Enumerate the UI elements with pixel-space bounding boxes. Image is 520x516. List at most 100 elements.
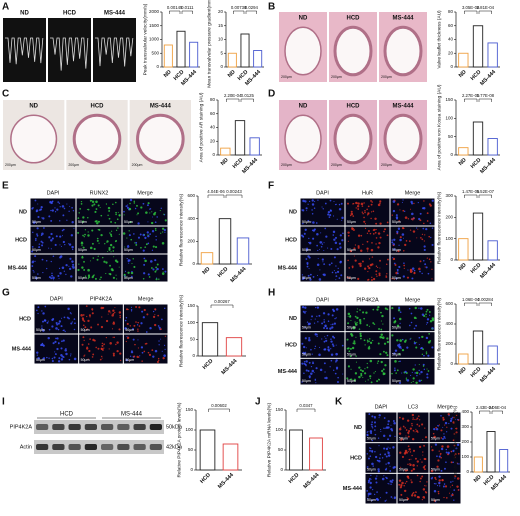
- fluorescence-signal: [59, 206, 61, 208]
- fluorescence-signal: [357, 246, 360, 249]
- fluorescence-signal: [384, 228, 387, 231]
- fluorescence-signal: [358, 366, 361, 369]
- fluorescence-signal: [325, 376, 328, 380]
- fluorescence-image: [30, 198, 76, 226]
- fluorescence-signal: [349, 214, 352, 217]
- fluorescence-signal: [155, 269, 157, 271]
- fluorescence-signal: [147, 221, 149, 223]
- fluorescence-signal: [433, 435, 436, 439]
- row-label: HCD: [350, 455, 362, 461]
- fluorescence-signal: [363, 216, 365, 219]
- fluorescence-signal: [424, 266, 426, 268]
- fluorescence-signal: [359, 309, 361, 311]
- fluorescence-signal: [147, 234, 149, 236]
- column-label: MS-444: [150, 104, 172, 110]
- fluorescence-signal: [148, 353, 152, 356]
- y-tick-label: 80: [448, 9, 454, 14]
- fluorescence-signal: [99, 207, 101, 209]
- fluorescence-signal: [448, 492, 451, 494]
- fluorescence-signal: [35, 239, 37, 241]
- fluorescence-signal: [410, 481, 413, 484]
- fluorescence-signal: [116, 349, 119, 353]
- fluorescence-signal: [416, 375, 418, 377]
- fluorescence-signal: [433, 499, 436, 502]
- x-tick-label: ND: [220, 157, 230, 167]
- fluorescence-signal: [352, 326, 356, 329]
- fluorescence-signal: [132, 258, 134, 260]
- fluorescence-signal: [404, 449, 408, 453]
- fluorescence-signal: [83, 269, 86, 271]
- significance-bracket: [464, 302, 478, 306]
- fluorescence-signal: [398, 220, 400, 222]
- fluorescence-signal: [371, 415, 374, 418]
- fluorescence-signal: [373, 416, 376, 419]
- fluorescence-signal: [133, 324, 136, 327]
- fluorescence-signal: [394, 435, 396, 437]
- blot-band: [133, 444, 146, 450]
- fluorescence-signal: [71, 248, 74, 251]
- fluorescence-signal: [311, 203, 315, 206]
- fluorescence-signal: [350, 319, 352, 321]
- fluorescence-signal: [40, 240, 43, 243]
- fluorescence-signal: [316, 335, 318, 338]
- fluorescence-signal: [412, 380, 414, 383]
- fluorescence-signal: [140, 206, 143, 209]
- fluorescence-signal: [346, 276, 349, 279]
- fluorescence-signal: [456, 485, 459, 488]
- scale-bar-label: 50μm: [81, 358, 90, 362]
- fluorescence-signal: [388, 434, 392, 437]
- valve-lumen: [136, 113, 185, 165]
- significance-bracket: [233, 10, 245, 14]
- fluorescence-signal: [129, 198, 133, 202]
- fluorescence-signal: [335, 359, 338, 362]
- column-label: MS-444: [392, 16, 414, 22]
- fluorescence-signal: [409, 463, 412, 467]
- fluorescence-signal: [372, 465, 374, 467]
- fluorescence-signal: [87, 276, 91, 279]
- significance-bracket: [296, 408, 316, 412]
- fluorescence-signal: [381, 457, 384, 459]
- fluorescence-signal: [114, 307, 116, 309]
- fluorescence-signal: [394, 367, 396, 369]
- fluorescence-signal: [455, 447, 458, 450]
- fluorescence-signal: [323, 263, 326, 266]
- fluorescence-signal: [410, 382, 412, 384]
- fluorescence-signal: [329, 199, 332, 202]
- y-tick-label: 200: [187, 239, 195, 244]
- fluorescence-signal: [429, 320, 433, 323]
- fluorescence-signal: [109, 264, 111, 267]
- fluorescence-signal: [367, 346, 371, 350]
- fluorescence-signal: [408, 458, 411, 461]
- fluorescence-signal: [407, 218, 410, 220]
- fluorescence-signal: [156, 263, 159, 266]
- fluorescence-signal: [419, 270, 421, 273]
- fluorescence-signal: [86, 208, 88, 210]
- row-label: HCD: [285, 342, 297, 348]
- fluorescence-signal: [141, 310, 144, 313]
- fluorescence-signal: [306, 249, 309, 251]
- fluorescence-signal: [443, 433, 445, 435]
- fluorescence-signal: [161, 227, 165, 230]
- fluorescence-signal: [62, 228, 65, 231]
- x-tick-label: ND: [458, 69, 468, 79]
- fluorescence-signal: [368, 477, 371, 480]
- fluorescence-signal: [452, 493, 454, 495]
- fluorescence-signal: [437, 485, 439, 487]
- fluorescence-signal: [405, 480, 408, 483]
- fluorescence-signal: [413, 327, 416, 330]
- fluorescence-signal: [450, 481, 452, 483]
- fluorescence-signal: [112, 336, 114, 338]
- fluorescence-signal: [398, 361, 400, 363]
- significance-bracket: [207, 194, 225, 198]
- fluorescence-signal: [332, 215, 335, 217]
- fluorescence-signal: [68, 210, 70, 212]
- fluorescence-signal: [305, 360, 308, 363]
- fluorescence-signal: [367, 230, 370, 232]
- fluorescence-signal: [71, 221, 74, 224]
- fluorescence-signal: [68, 267, 72, 271]
- fluorescence-signal: [384, 364, 387, 367]
- fluorescence-signal: [441, 479, 444, 482]
- y-tick-label: 100: [445, 236, 453, 241]
- fluorescence-signal: [375, 273, 377, 276]
- y-tick-label: 2000: [149, 9, 160, 14]
